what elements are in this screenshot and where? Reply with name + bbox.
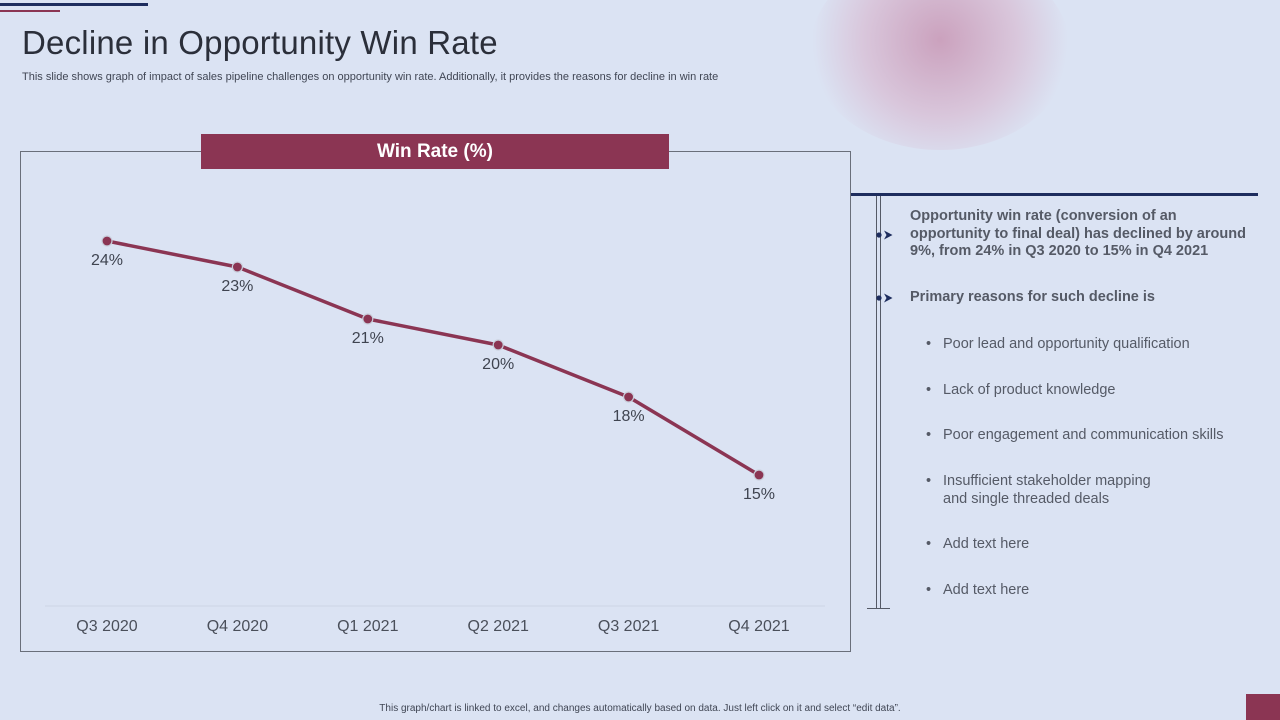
x-tick-label: Q2 2021 <box>468 618 529 635</box>
reason-text: Add text here <box>943 536 1030 552</box>
data-label: 23% <box>221 278 253 295</box>
insights-top-rule <box>851 193 1258 196</box>
arrow-right-icon <box>876 230 893 240</box>
page-title: Decline in Opportunity Win Rate <box>22 24 498 61</box>
win-rate-chart[interactable]: 24% 23% 21% 20% 18% 15% Q3 2020 Q4 2020 Q1 2021 Q… <box>0 0 850 660</box>
bullet-dot: • <box>926 582 932 598</box>
x-tick-label: Q4 2021 <box>728 618 789 635</box>
x-tick-label: Q4 2020 <box>207 618 268 635</box>
bullet-dot: • <box>926 473 932 489</box>
reason-text: Lack of product knowledge <box>943 382 1116 398</box>
series-line-win-rate <box>106 239 760 477</box>
lead-item-decline-summary: Opportunity win rate (conversion of an o… <box>910 208 1246 259</box>
insights-vline-base <box>867 608 890 609</box>
data-label: 15% <box>743 486 775 503</box>
data-point[interactable] <box>101 235 113 247</box>
insights-vline-right <box>880 196 881 608</box>
lead-item-reasons-heading: Primary reasons for such decline is <box>910 289 1155 305</box>
data-label: 18% <box>613 408 645 425</box>
reason-text: Poor engagement and communication skills <box>943 427 1224 443</box>
data-point[interactable] <box>622 391 635 403</box>
insights-vline-left <box>876 196 877 608</box>
top-accent-navy <box>0 3 148 6</box>
chart-layer: 24% 23% 21% 20% 18% 15% Q3 2020 Q4 2020 Q1 2021 Q… <box>76 235 790 635</box>
chart-title: Win Rate (%) <box>201 134 669 169</box>
top-accent-red <box>0 10 60 12</box>
reason-text: Poor lead and opportunity qualification <box>943 336 1190 352</box>
bullet-dot: • <box>926 336 932 352</box>
data-point[interactable] <box>362 313 374 325</box>
x-tick-label: Q1 2021 <box>337 618 398 635</box>
data-point[interactable] <box>753 469 765 481</box>
data-point[interactable] <box>492 339 504 351</box>
reason-text: Add text here <box>943 582 1030 598</box>
reason-text: Insufficient stakeholder mapping and sin… <box>943 473 1151 507</box>
x-tick-label: Q3 2020 <box>76 618 137 635</box>
arrow-right-icon <box>876 293 893 303</box>
data-label: 21% <box>352 330 384 347</box>
footer-note: This graph/chart is linked to excel, and… <box>379 703 901 714</box>
page-subtitle: This slide shows graph of impact of sale… <box>22 71 719 83</box>
data-point[interactable] <box>231 261 243 273</box>
data-label: 20% <box>482 356 514 373</box>
bullet-dot: • <box>926 427 932 443</box>
data-label: 24% <box>91 252 123 269</box>
corner-accent <box>1246 694 1280 720</box>
bullet-dot: • <box>926 382 932 398</box>
x-tick-label: Q3 2021 <box>598 618 659 635</box>
bullet-dot: • <box>926 536 932 552</box>
